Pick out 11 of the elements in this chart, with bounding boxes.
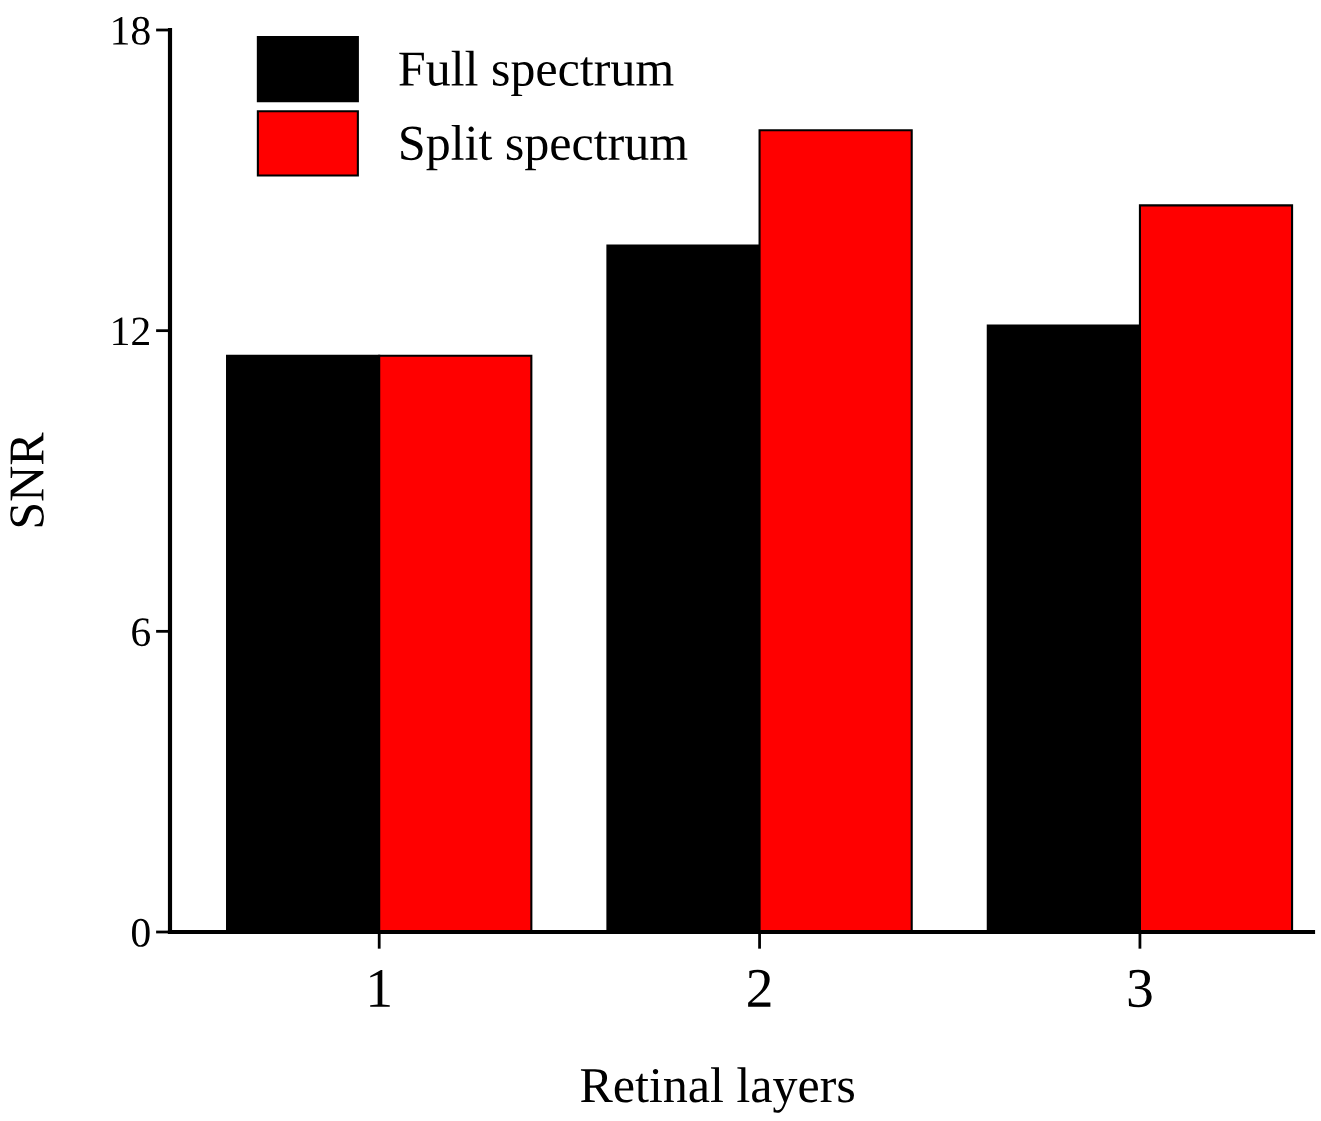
x-tick-label: 2 bbox=[748, 969, 771, 1007]
y-tick-label: 18 bbox=[113, 16, 150, 45]
legend-label: Full spectrum bbox=[399, 50, 674, 97]
y-tick-label: 0 bbox=[132, 918, 150, 947]
x-tick-label: 1 bbox=[370, 969, 390, 1007]
y-axis-title: SNR bbox=[10, 432, 44, 527]
y-tick-label: 12 bbox=[113, 317, 149, 346]
legend-label: Split spectrum bbox=[401, 125, 688, 171]
x-tick-label: 3 bbox=[1128, 969, 1152, 1008]
x-axis-title: Retinal layers bbox=[580, 1067, 854, 1113]
y-tick-label: 6 bbox=[132, 618, 151, 647]
